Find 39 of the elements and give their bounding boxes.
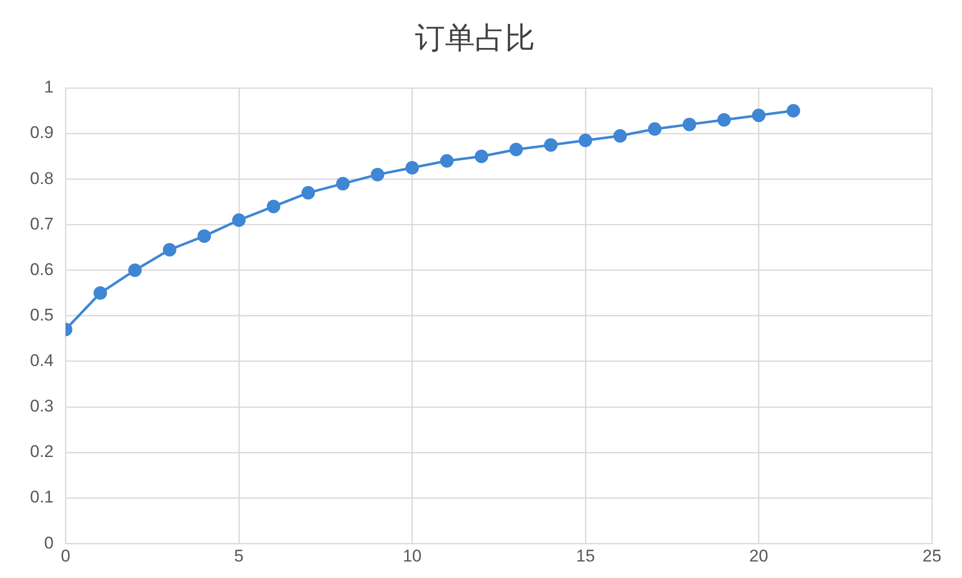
point	[717, 113, 731, 127]
point	[648, 122, 662, 136]
y-tick-label: 1	[44, 78, 54, 97]
point	[752, 108, 766, 122]
point	[544, 138, 558, 152]
point	[94, 286, 108, 300]
y-tick-label: 0.3	[30, 396, 54, 416]
point	[474, 150, 488, 164]
point	[682, 118, 696, 132]
point	[786, 104, 800, 118]
x-tick-label: 25	[922, 546, 942, 566]
x-tick-label: 0	[60, 546, 70, 566]
y-tick-label: 0	[44, 533, 54, 552]
y-tick-label: 0.6	[30, 260, 54, 279]
x-tick-label: 15	[576, 546, 595, 566]
y-tick-label: 0.2	[30, 442, 54, 462]
point	[266, 200, 280, 214]
y-tick-label: 0.8	[30, 168, 54, 188]
chart-title: 订单占比	[415, 20, 535, 56]
point	[301, 186, 315, 200]
y-tick-label: 0.1	[30, 488, 54, 507]
point	[128, 263, 142, 277]
y-tick-label: 0.9	[30, 123, 54, 142]
point	[336, 176, 350, 190]
point	[370, 168, 384, 182]
point	[440, 154, 454, 168]
y-tick-label: 0.5	[30, 305, 54, 324]
point	[198, 229, 211, 243]
y-tick-label: 0.4	[30, 351, 54, 370]
x-tick-label: 10	[402, 546, 422, 566]
point	[232, 213, 246, 227]
point	[613, 129, 627, 143]
point	[162, 242, 176, 256]
point	[509, 142, 523, 156]
x-tick-label: 20	[749, 546, 768, 566]
point	[405, 160, 419, 174]
y-tick-label: 0.7	[30, 214, 54, 234]
point	[578, 134, 592, 148]
x-tick-label: 5	[234, 546, 244, 566]
